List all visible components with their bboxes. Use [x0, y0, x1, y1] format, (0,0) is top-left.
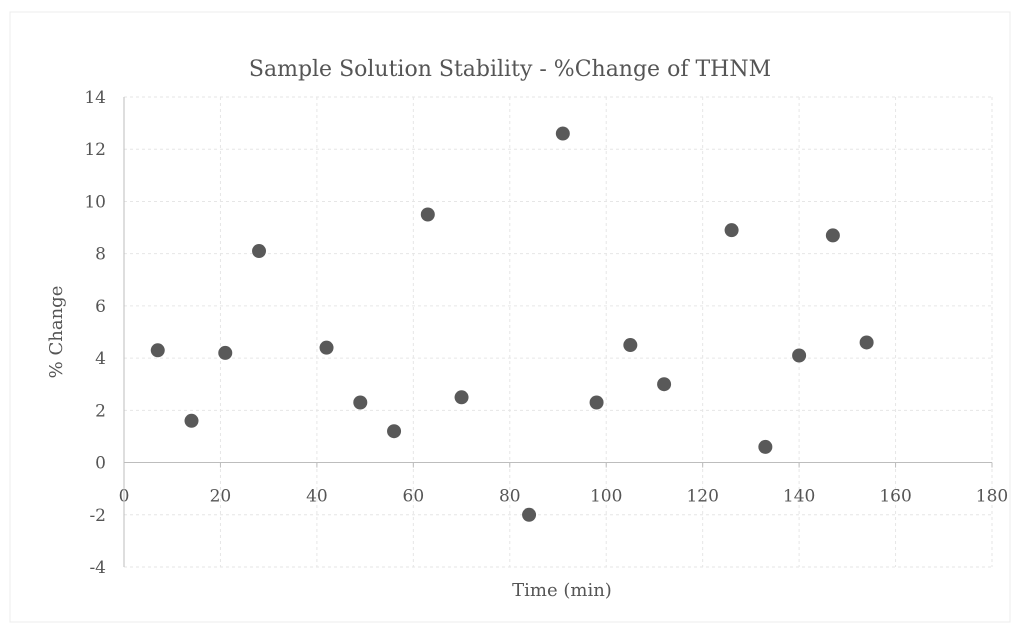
data-point: [555, 126, 570, 141]
data-point: [522, 507, 537, 522]
y-tick-label: 0: [95, 454, 106, 474]
chart-title: Sample Solution Stability - %Change of T…: [249, 57, 771, 82]
x-axis-title: Time (min): [512, 580, 612, 601]
data-point: [353, 395, 368, 410]
x-tick-label: 20: [210, 487, 232, 507]
data-point: [825, 228, 840, 243]
x-tick-label: 40: [306, 487, 328, 507]
data-point: [150, 343, 165, 358]
data-point: [252, 244, 267, 259]
x-tick-label: 100: [590, 487, 622, 507]
y-tick-label: 2: [95, 401, 106, 421]
data-point: [589, 395, 604, 410]
y-tick-label: 12: [84, 140, 106, 160]
x-tick-label: 180: [976, 487, 1008, 507]
data-point: [184, 413, 199, 428]
y-axis-title: % Change: [46, 286, 67, 379]
gridlines: [124, 96, 993, 568]
y-tick-label: -4: [89, 558, 106, 578]
chart-frame: [9, 11, 1011, 623]
data-points: [150, 126, 874, 522]
y-tick-label: 10: [84, 192, 106, 212]
x-tick-label: 60: [403, 487, 425, 507]
data-point: [724, 223, 739, 238]
data-point: [859, 335, 874, 350]
y-tick-label: 8: [95, 245, 106, 265]
y-tick-label: 4: [95, 349, 106, 369]
x-tick-label: 140: [783, 487, 815, 507]
x-tick-label: 120: [686, 487, 718, 507]
data-point: [420, 207, 435, 222]
data-point: [218, 345, 233, 360]
y-tick-label: 14: [84, 88, 106, 108]
data-point: [792, 348, 807, 363]
data-point: [454, 390, 469, 405]
y-tick-label: 6: [95, 297, 106, 317]
x-tick-label: 80: [499, 487, 521, 507]
y-tick-label: -2: [89, 506, 106, 526]
data-point: [657, 377, 672, 392]
data-point: [758, 439, 773, 454]
data-point: [623, 338, 638, 353]
data-point: [319, 340, 334, 355]
x-tick-label: 160: [879, 487, 911, 507]
data-point: [387, 424, 402, 439]
